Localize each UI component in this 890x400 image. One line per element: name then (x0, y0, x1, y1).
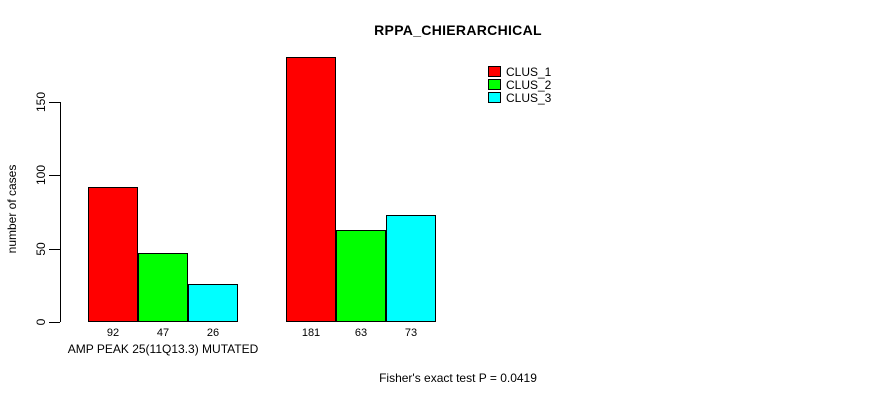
bar-value-label: 73 (404, 327, 418, 339)
legend: CLUS_1 CLUS_2 CLUS_3 (488, 64, 552, 105)
y-axis-tick (49, 102, 60, 103)
y-axis-tick-label: 0 (34, 318, 48, 326)
bar-value-label: 26 (206, 327, 220, 339)
x-axis-label: AMP PEAK 25(11Q13.3) MUTATED (67, 342, 259, 356)
y-axis-tick-label: 150 (34, 91, 48, 113)
bar-value-label: 47 (156, 327, 170, 339)
legend-item-clus_1: CLUS_1 (488, 64, 552, 79)
legend-swatch-clus_2 (488, 79, 501, 90)
y-axis-tick (49, 175, 60, 177)
legend-label: CLUS_2 (506, 77, 552, 92)
legend-swatch-clus_1 (488, 66, 501, 77)
y-axis-tick-label: 100 (34, 165, 48, 186)
legend-label: CLUS_3 (506, 90, 552, 105)
bar-clus_2-group1 (138, 253, 188, 322)
y-axis-line (60, 102, 61, 322)
legend-label: CLUS_1 (506, 64, 552, 79)
bar-value-label: 181 (301, 327, 321, 339)
bar-value-label: 63 (354, 327, 368, 339)
chart-title: RPPA_CHIERARCHICAL (374, 22, 542, 38)
bar-clus_1-group1 (88, 187, 138, 322)
bar-clus_1-group2 (286, 57, 336, 322)
bar-clus_3-group2 (386, 215, 436, 322)
y-axis-tick-label: 50 (34, 241, 48, 256)
legend-swatch-clus_3 (488, 92, 501, 103)
bar-clus_2-group2 (336, 230, 386, 322)
y-axis-tick (49, 248, 60, 250)
y-axis-tick (49, 322, 60, 323)
legend-item-clus_3: CLUS_3 (488, 90, 552, 105)
bar-value-label: 92 (106, 327, 120, 339)
y-axis-label: number of cases (5, 164, 19, 254)
legend-item-clus_2: CLUS_2 (488, 77, 552, 92)
fisher-test-annotation: Fisher's exact test P = 0.0419 (379, 371, 537, 385)
bar-clus_3-group1 (188, 284, 238, 322)
